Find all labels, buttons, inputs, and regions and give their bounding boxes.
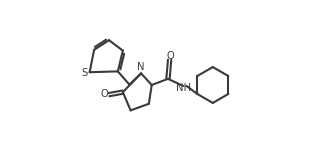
Text: O: O	[100, 89, 108, 99]
Text: S: S	[82, 68, 88, 78]
Text: N: N	[137, 62, 145, 72]
Text: O: O	[166, 51, 174, 61]
Text: NH: NH	[176, 83, 191, 93]
